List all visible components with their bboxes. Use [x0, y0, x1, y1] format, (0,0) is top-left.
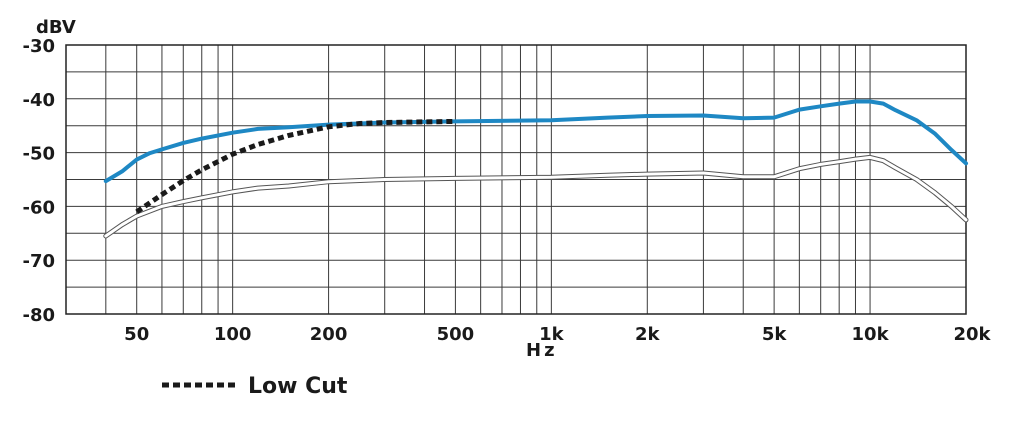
- x-tick-label: 500: [437, 324, 475, 345]
- x-axis-label: Hz: [526, 340, 558, 361]
- chart-ticks: -30 -40 -50 -60 -70 -80 50 100 200 500 1k 2k 5k 10k 20…: [22, 36, 991, 345]
- series-line-main: [103, 99, 968, 184]
- x-tick-label: 200: [310, 324, 348, 345]
- plot-frame: [65, 44, 967, 315]
- series-line-lower-outline: [103, 154, 969, 239]
- x-tick-label: 50: [124, 324, 149, 345]
- chart-series: [103, 99, 969, 239]
- y-tick-label: -60: [22, 197, 55, 218]
- legend-lowcut-label: Low Cut: [248, 374, 348, 399]
- series-line-lower: [104, 155, 968, 238]
- x-tick-label: 10k: [852, 324, 890, 345]
- series-line-lowcut: [135, 118, 456, 214]
- y-tick-label: -80: [22, 305, 55, 326]
- x-tick-label: 20k: [953, 324, 991, 345]
- x-tick-label: 100: [214, 324, 252, 345]
- y-axis-label: dBV: [36, 17, 76, 38]
- x-tick-label: 2k: [635, 324, 661, 345]
- y-tick-label: -40: [22, 90, 55, 111]
- y-tick-label: -50: [22, 144, 55, 165]
- y-tick-label: -30: [22, 36, 55, 57]
- chart-legend: Low Cut: [162, 374, 348, 399]
- x-tick-label: 5k: [762, 324, 788, 345]
- x-tick-label: 1k: [539, 324, 565, 345]
- y-tick-label: -70: [22, 251, 55, 272]
